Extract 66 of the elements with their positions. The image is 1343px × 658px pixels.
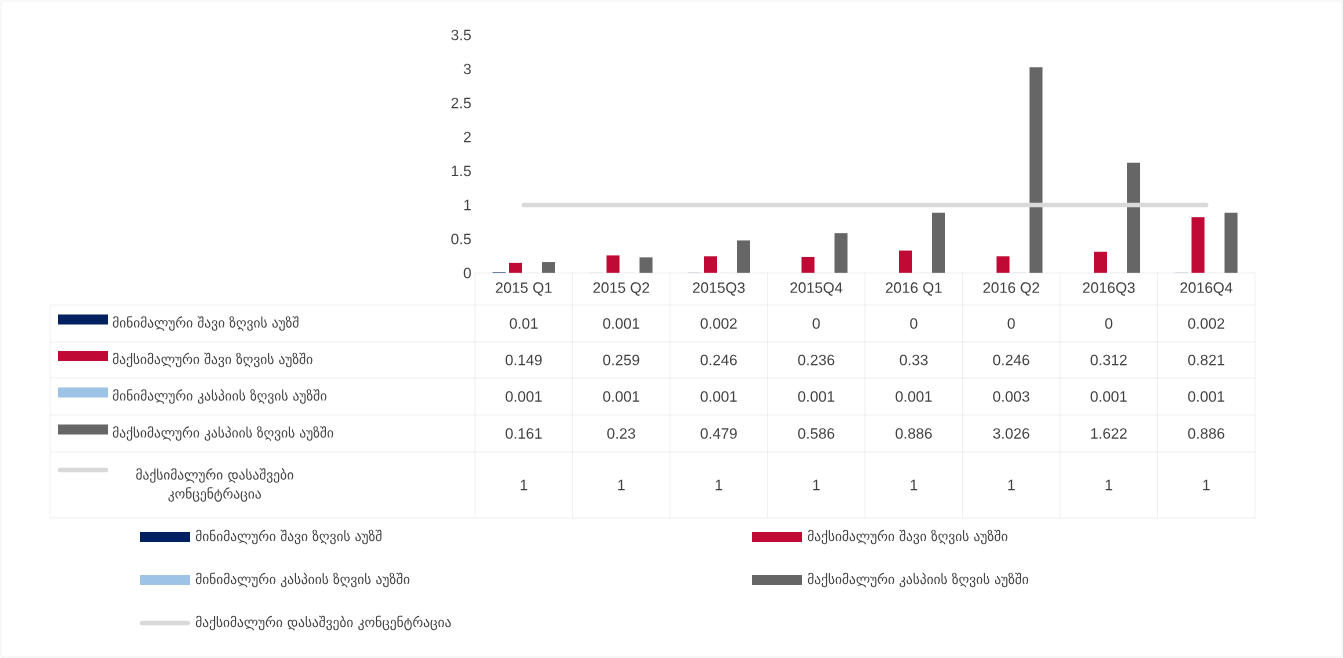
- data-label: 1.622: [1091, 428, 1127, 439]
- data-label: 0: [812, 318, 820, 329]
- data-label: 0.001: [1188, 391, 1225, 402]
- data-label: 0.001: [1090, 391, 1127, 402]
- legend-label: მინიმალური შავი ზღვის აუზშ: [112, 316, 299, 331]
- data-label: 0.001: [603, 391, 640, 402]
- data-label: 1: [1203, 479, 1210, 491]
- data-label: 0.821: [1188, 354, 1225, 366]
- data-label: 0.001: [700, 391, 737, 402]
- legend-label: მაქსიმალური დასაშვები კონცენტრაცია: [136, 468, 294, 502]
- data-label: 1: [1008, 479, 1015, 491]
- data-label: 0.003: [993, 391, 1030, 402]
- data-label: 0.246: [993, 354, 1030, 366]
- x-tick-label: 2016Q4: [1180, 282, 1233, 296]
- data-label: 0.23: [607, 428, 636, 439]
- data-label: 0.586: [798, 428, 835, 439]
- y-tick-label: 1: [464, 199, 471, 211]
- y-tick-label: 2.5: [451, 97, 471, 109]
- x-tick-label: 2015Q3: [692, 282, 745, 296]
- x-tick-label: 2016 Q1: [885, 282, 942, 296]
- x-tick-label: 2016 Q2: [983, 282, 1040, 296]
- legend-label: მინიმალური კასპიის ზღვის აუზში: [112, 389, 327, 404]
- data-label: 0.312: [1090, 354, 1127, 366]
- data-label: 0.246: [700, 354, 737, 366]
- x-tick-label: 2015 Q1: [495, 282, 552, 296]
- data-label: 1: [520, 479, 528, 491]
- data-label: 0.479: [700, 428, 737, 439]
- data-label: 1: [1105, 479, 1113, 491]
- text: მაქსიმალური დასაშვები კონცენტრაცია: [195, 615, 451, 631]
- data-label: 1: [715, 479, 723, 491]
- x-tick-label: 2015 Q2: [593, 282, 650, 296]
- y-tick-label: 2: [463, 131, 471, 143]
- data-label: 0: [910, 318, 918, 329]
- y-tick-label: 0: [463, 267, 471, 279]
- data-label: 1: [910, 479, 918, 491]
- data-label: 0.259: [603, 354, 640, 366]
- data-label: 0: [1105, 318, 1113, 329]
- data-label: 0.001: [798, 391, 835, 402]
- data-label: 0.886: [1188, 428, 1225, 439]
- data-label: 0.236: [798, 354, 835, 366]
- y-tick-label: 3: [463, 63, 471, 75]
- data-label: 0: [1007, 318, 1015, 329]
- data-label: 0.886: [895, 428, 932, 439]
- data-label: 3.026: [993, 428, 1030, 439]
- data-label: 1: [813, 479, 820, 491]
- legend-label: მაქსიმალური კასპიის ზღვის აუზში: [112, 426, 334, 441]
- data-label: 0.01: [509, 318, 538, 329]
- data-label: 0.002: [1188, 318, 1225, 329]
- y-tick-label: 0.5: [451, 233, 471, 245]
- data-label: 0.001: [895, 391, 932, 402]
- y-tick-label: 3.5: [451, 29, 471, 41]
- data-label: 0.33: [899, 354, 928, 366]
- data-label: 0.002: [700, 318, 737, 329]
- data-label: 0.001: [505, 391, 542, 402]
- text: მაქსიმალური კასპიის ზღვის აუზში: [807, 572, 1029, 588]
- y-tick-label: 1.5: [451, 165, 471, 177]
- x-tick-label: 2016Q3: [1082, 282, 1135, 296]
- data-label: 0.161: [505, 428, 542, 439]
- legend-label: მაქსიმალური შავი ზღვის აუზში: [112, 352, 313, 368]
- data-label: 1: [618, 479, 625, 491]
- x-tick-label: 2015Q4: [790, 282, 843, 296]
- text: მაქსიმალური შავი ზღვის აუზში: [807, 529, 1008, 545]
- data-label: 0.149: [505, 354, 542, 366]
- text: მინიმალური კასპიის ზღვის აუზში: [195, 572, 410, 588]
- data-label: 0.001: [603, 318, 640, 329]
- text: მინიმალური შავი ზღვის აუზშ: [195, 529, 382, 545]
